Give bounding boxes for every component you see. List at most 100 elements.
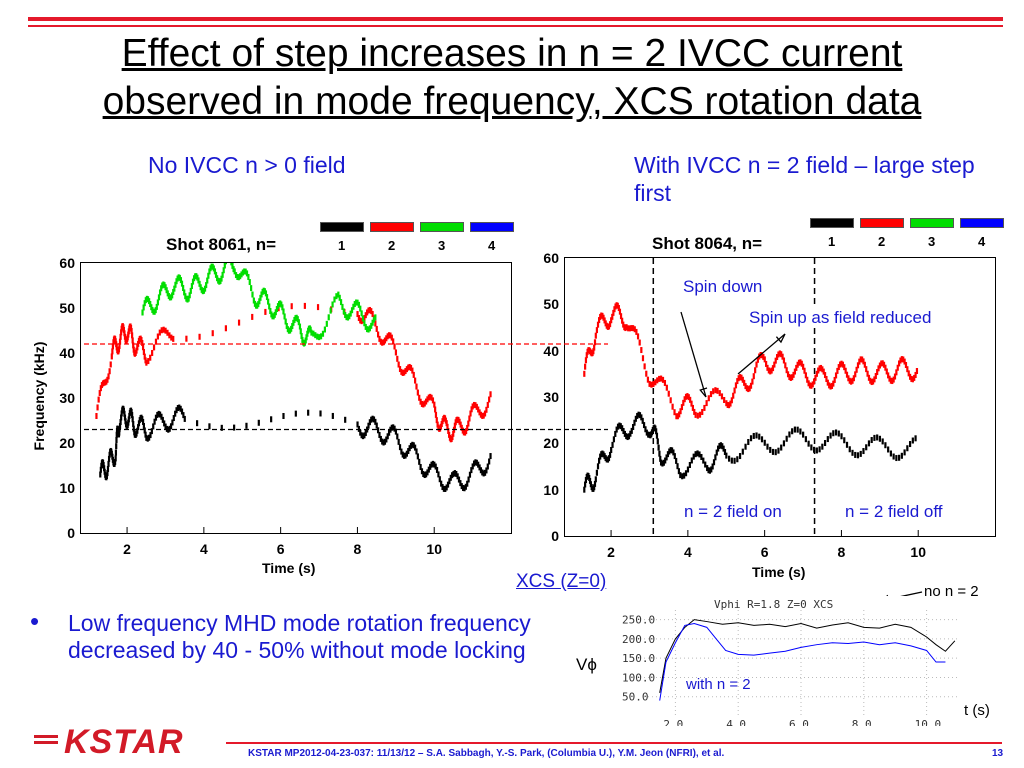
- point-series-1: [644, 426, 647, 433]
- point-series-1: [645, 429, 648, 436]
- point-series-1: [423, 472, 426, 479]
- point-series-2: [885, 368, 888, 375]
- point-series-2: [689, 396, 692, 403]
- point-series-2: [142, 349, 145, 356]
- point-series-3: [252, 297, 255, 304]
- point-series-2: [733, 387, 736, 394]
- point-series-3: [155, 303, 158, 310]
- point-series-1: [612, 436, 616, 443]
- point-series-2: [707, 395, 710, 402]
- point-series-2: [420, 400, 424, 407]
- y-tick-30: 30: [59, 390, 75, 406]
- point-series-2: [650, 381, 653, 388]
- point-series-1: [453, 470, 456, 477]
- point-series-3: [363, 320, 366, 327]
- xcs-y-tick: 250.0: [622, 614, 655, 627]
- point-series-1: [390, 424, 393, 431]
- point-series-3: [269, 308, 272, 315]
- point-series-1: [180, 408, 184, 415]
- spin-down-label: Spin down: [683, 277, 763, 297]
- point-series-2: [899, 357, 902, 364]
- point-series-1: [618, 422, 621, 429]
- point-series-3: [198, 280, 201, 287]
- point-series-1: [382, 439, 385, 446]
- point-series-1: [706, 465, 709, 472]
- point-series-1: [832, 430, 835, 437]
- point-series-1: [143, 427, 146, 434]
- point-series-2: [908, 373, 912, 380]
- legend-label-2: 2: [878, 234, 886, 249]
- point-series-2: [459, 421, 462, 428]
- point-series-2: [716, 387, 719, 394]
- point-series-2: [667, 390, 670, 397]
- point-series-2: [452, 430, 455, 437]
- point-series-3: [258, 298, 261, 305]
- point-series-1: [371, 415, 374, 422]
- point-series-1: [444, 485, 447, 492]
- point-series-2: [877, 365, 880, 372]
- y-tick-10: 10: [543, 481, 559, 498]
- point-series-1: [823, 440, 827, 447]
- point-series-2: [385, 335, 388, 342]
- point-series-1: [451, 472, 454, 479]
- point-series-2: [608, 321, 612, 328]
- point-series-3: [157, 294, 161, 301]
- point-series-2: [821, 366, 824, 373]
- point-series-2: [893, 373, 897, 380]
- point-series-2: [162, 326, 165, 333]
- point-series-1: [843, 437, 846, 444]
- point-series-1: [593, 484, 596, 491]
- legend-label-3: 3: [928, 234, 936, 249]
- point-series-2: [785, 367, 788, 374]
- point-series-2: [617, 305, 620, 312]
- point-series-2: [806, 376, 809, 383]
- point-series-2: [825, 375, 828, 382]
- legend-swatch-2: [860, 218, 904, 228]
- point-series-3: [183, 289, 186, 296]
- point-series-1: [714, 454, 717, 461]
- point-series-2: [95, 413, 98, 419]
- point-series-2: [822, 368, 825, 375]
- point-series-2: [741, 376, 744, 383]
- y-tick-50: 50: [543, 296, 559, 313]
- point-series-1: [386, 433, 389, 440]
- point-series-1: [359, 429, 362, 436]
- point-series-1: [149, 432, 152, 439]
- point-series-2: [370, 308, 373, 315]
- point-series-1: [898, 454, 901, 461]
- point-series-3: [154, 307, 157, 314]
- point-series-3: [367, 326, 370, 333]
- point-series-3: [310, 329, 313, 336]
- point-series-3: [251, 291, 254, 298]
- point-series-1: [707, 467, 710, 474]
- point-series-1: [144, 431, 147, 438]
- point-series-1: [715, 449, 718, 456]
- point-series-2: [679, 408, 682, 415]
- point-series-2: [419, 398, 422, 405]
- y-tick-0: 0: [551, 528, 559, 544]
- point-series-2: [482, 412, 485, 419]
- point-series-3: [213, 268, 217, 275]
- point-series-2: [712, 388, 715, 395]
- point-series-1: [851, 449, 854, 456]
- point-series-1: [122, 407, 125, 414]
- point-series-1: [174, 410, 177, 417]
- point-series-1: [307, 409, 310, 416]
- point-series-3: [214, 271, 218, 278]
- point-series-2: [723, 397, 726, 404]
- point-series-2: [645, 370, 648, 377]
- point-series-3: [223, 262, 226, 269]
- point-series-2: [878, 362, 882, 369]
- y-tick-40: 40: [59, 345, 75, 361]
- point-series-1: [723, 449, 727, 456]
- point-series-2: [166, 329, 169, 336]
- spin-down-arrow: [680, 311, 708, 398]
- point-series-2: [158, 329, 161, 336]
- point-series-2: [367, 307, 370, 314]
- point-series-2: [390, 334, 393, 341]
- point-series-1: [807, 440, 810, 447]
- point-series-1: [385, 436, 388, 443]
- point-series-3: [372, 316, 376, 323]
- point-series-3: [188, 292, 191, 299]
- point-series-3: [355, 299, 358, 306]
